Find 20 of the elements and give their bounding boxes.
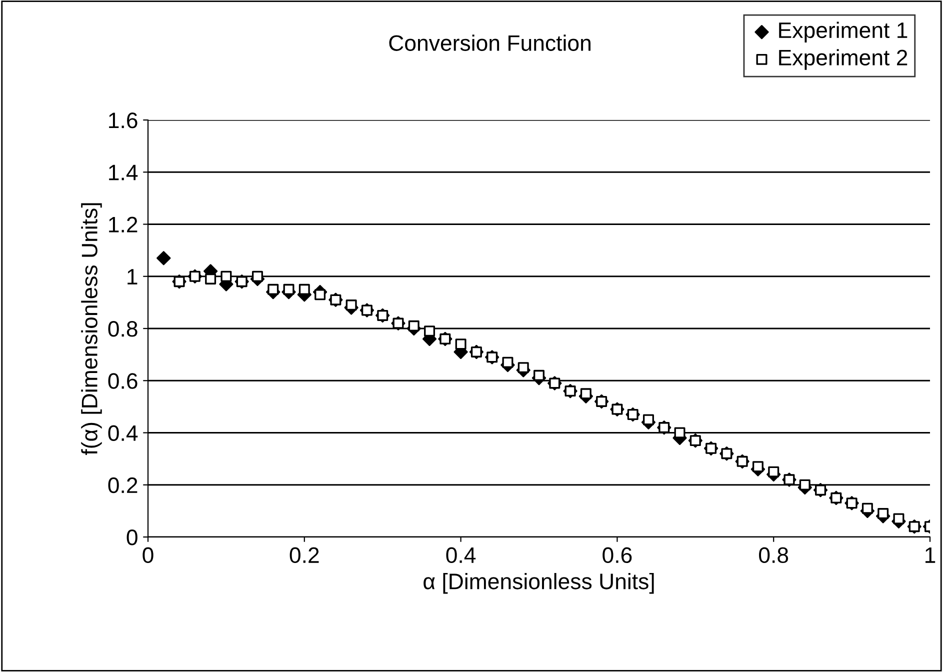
chart-title: Conversion Function bbox=[389, 34, 590, 51]
y-tick-label: 0.8 bbox=[108, 321, 138, 337]
legend-label: Experiment 2 bbox=[779, 49, 908, 70]
y-tick-label: 1.2 bbox=[109, 216, 138, 232]
x-tick-label: 0.2 bbox=[290, 547, 319, 564]
x-tick-label: 0 bbox=[142, 547, 154, 564]
x-tick-label: 0.8 bbox=[759, 547, 788, 564]
y-tick-label: 1.4 bbox=[109, 164, 138, 180]
x-tick-label: 1 bbox=[926, 548, 936, 563]
y-tick-label: 0 bbox=[126, 530, 138, 546]
y-tick-label: 0.6 bbox=[108, 373, 138, 389]
x-tick-label: 0.4 bbox=[446, 547, 476, 564]
x-tick-label: 0.6 bbox=[602, 547, 632, 564]
x-axis-title: α [Dimensionless Units] bbox=[424, 572, 654, 594]
legend-label: Experiment 1 bbox=[779, 22, 908, 42]
y-tick-label: 1.6 bbox=[109, 112, 138, 128]
y-tick-label: 0.2 bbox=[108, 477, 138, 494]
y-tick-label: 0.4 bbox=[108, 425, 138, 442]
y-tick-label: 1 bbox=[128, 269, 138, 284]
y-axis-title: f(α) [Dimensionless Units] bbox=[81, 203, 102, 455]
